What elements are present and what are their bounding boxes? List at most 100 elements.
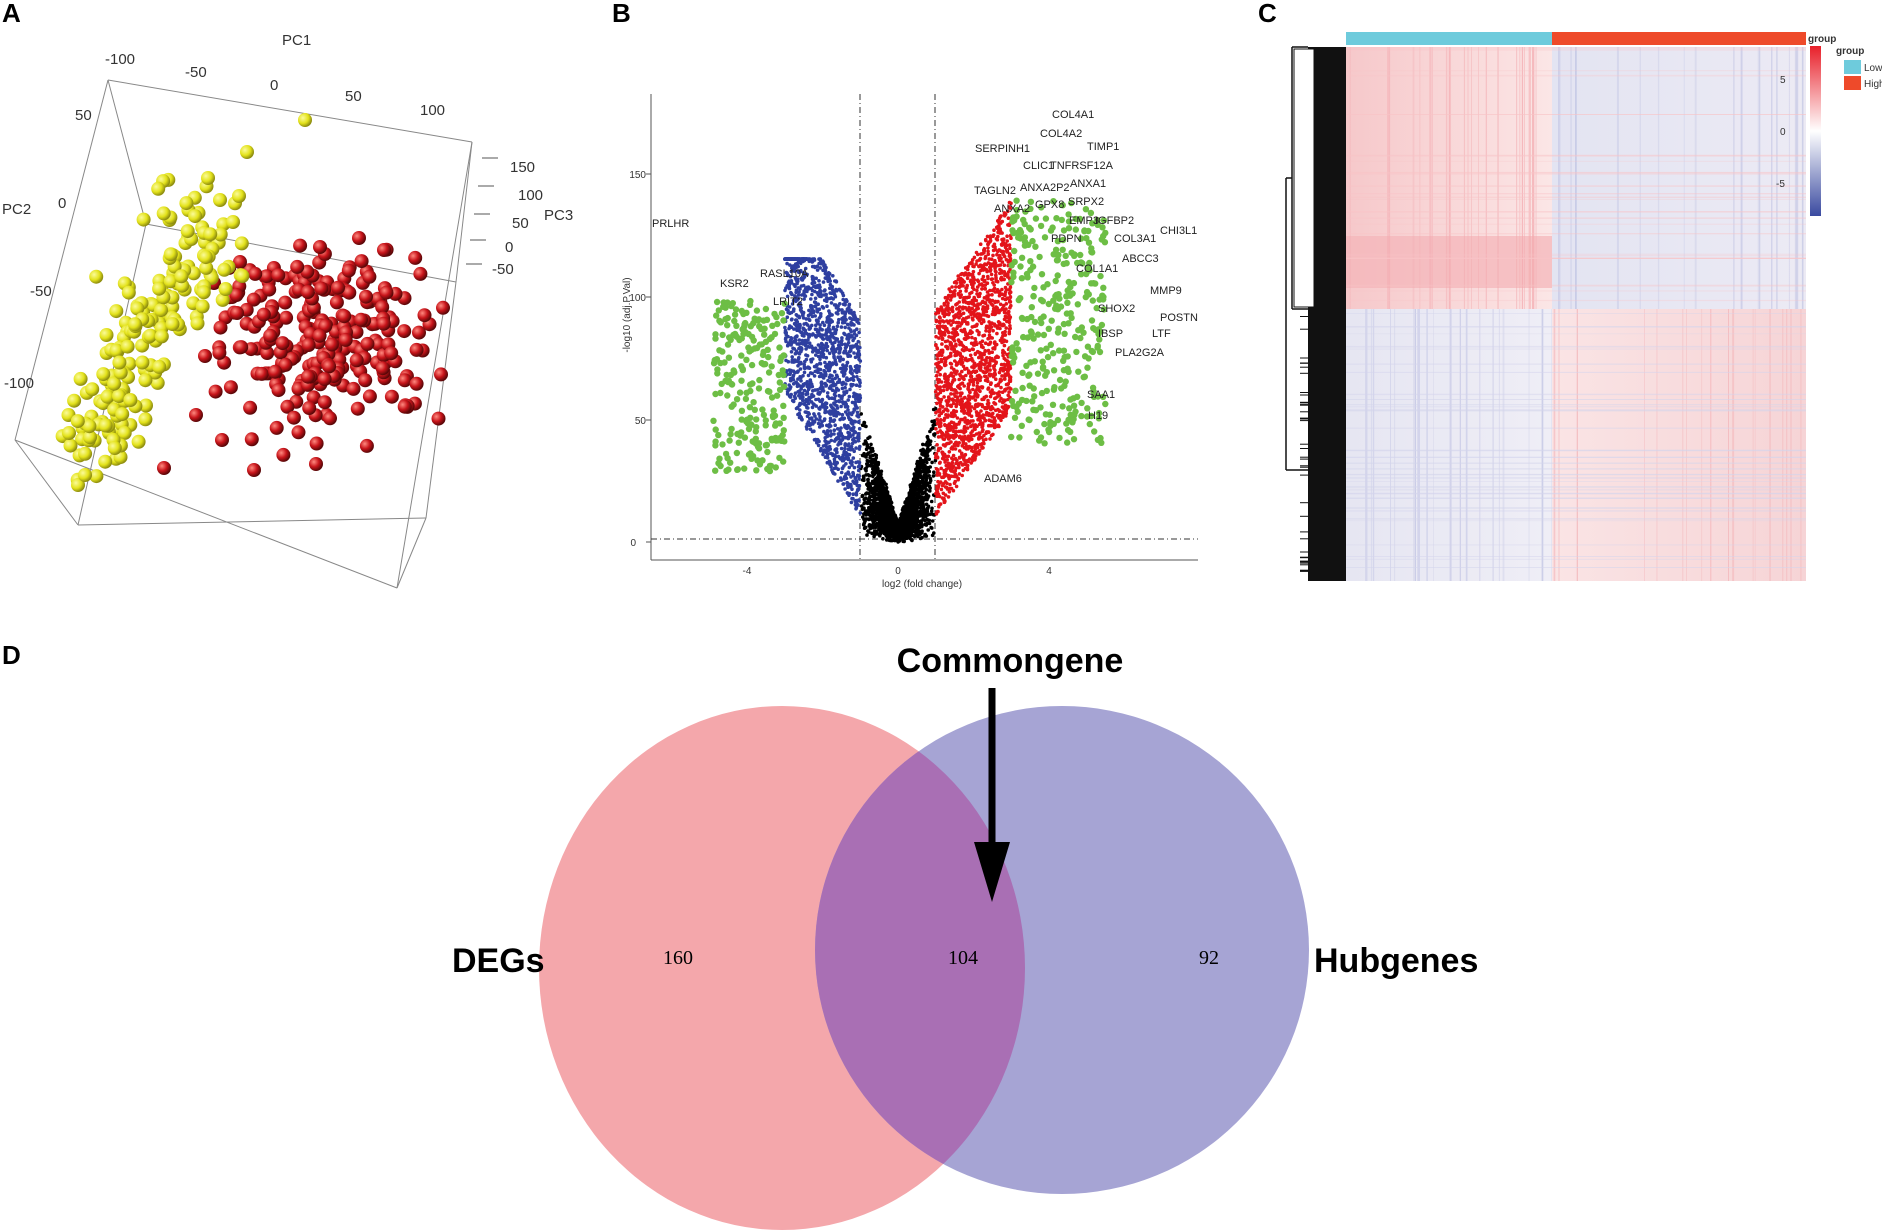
volcano-point <box>886 508 890 513</box>
volcano-point <box>866 477 870 482</box>
volcano-point <box>931 407 936 412</box>
volcano-point <box>801 398 805 403</box>
volcano-point <box>957 377 961 382</box>
volcano-point <box>804 397 808 402</box>
pc1-tick: 100 <box>420 102 445 119</box>
volcano-point <box>828 419 833 424</box>
pca-point-red <box>317 395 332 410</box>
volcano-point <box>871 525 875 530</box>
pca-point-red <box>259 269 274 284</box>
volcano-point <box>859 412 863 416</box>
volcano-point <box>821 280 826 284</box>
volcano-point <box>819 312 823 316</box>
pca-point-red <box>254 366 269 381</box>
volcano-point <box>892 530 896 534</box>
pca-point-red <box>223 380 238 395</box>
volcano-point <box>842 477 847 481</box>
volcano-point <box>867 523 872 527</box>
pca-point-yellow <box>217 262 232 277</box>
volcano-point <box>852 329 857 333</box>
volcano-point <box>810 371 814 376</box>
pca-point-red <box>269 420 284 435</box>
volcano-point <box>834 386 839 391</box>
pca-point-red <box>313 240 327 254</box>
volcano-point <box>858 444 862 449</box>
pca-point-yellow <box>131 434 146 449</box>
volcano-point <box>1002 343 1007 348</box>
volcano-point <box>802 362 806 367</box>
volcano-point <box>794 380 799 385</box>
volcano-point <box>841 315 846 320</box>
pca-point-red <box>362 269 377 284</box>
pca-point-red <box>301 369 315 384</box>
pca-point-red <box>358 373 373 388</box>
volcano-point <box>794 288 799 293</box>
volcano-point <box>822 293 826 297</box>
volcano-point <box>871 498 875 503</box>
volcano-point <box>896 540 900 544</box>
volcano-point <box>851 433 855 437</box>
pca-point-yellow <box>96 367 111 382</box>
volcano-point <box>854 446 858 450</box>
box-edge <box>107 79 473 143</box>
volcano-point <box>807 318 812 323</box>
volcano-point <box>887 538 892 542</box>
volcano-point <box>910 538 914 543</box>
pca-point-red <box>397 324 412 339</box>
volcano-point <box>873 458 878 462</box>
volcano-point <box>931 512 935 517</box>
volcano-point <box>865 482 869 487</box>
volcano-point <box>930 460 934 465</box>
volcano-point <box>928 476 933 481</box>
volcano-point <box>852 407 856 412</box>
volcano-point <box>807 327 812 331</box>
pca-point-red <box>359 289 373 304</box>
volcano-point <box>823 436 827 440</box>
volcano-point <box>798 360 803 365</box>
volcano-point <box>783 337 788 341</box>
pca-point-yellow <box>154 329 169 344</box>
volcano-point <box>852 391 856 396</box>
pca-point-red <box>212 345 227 360</box>
volcano-point <box>843 400 848 405</box>
volcano-point <box>834 447 839 451</box>
volcano-point <box>885 490 890 494</box>
pca-point-red <box>384 346 399 361</box>
volcano-point <box>873 452 877 457</box>
volcano-point <box>871 492 876 496</box>
volcano-point <box>817 392 822 396</box>
volcano-point <box>824 445 829 449</box>
volcano-point <box>860 494 865 499</box>
volcano-point <box>897 522 901 526</box>
volcano-point <box>914 467 918 472</box>
volcano-point <box>789 336 793 340</box>
pca-point-red <box>360 336 375 351</box>
volcano-point <box>804 410 809 415</box>
pca-point-red <box>350 401 365 416</box>
volcano-point <box>846 456 851 461</box>
volcano-point <box>911 503 916 507</box>
volcano-point <box>848 377 852 382</box>
x-tick-label: -4 <box>743 566 752 577</box>
volcano-point <box>914 472 919 477</box>
volcano-point <box>849 322 853 327</box>
volcano-point <box>801 332 806 337</box>
volcano-point <box>836 432 841 436</box>
pca-point-red <box>276 447 291 462</box>
volcano-point <box>844 382 848 386</box>
pca-point-red <box>314 281 329 296</box>
volcano-point <box>813 300 818 305</box>
volcano-point <box>875 464 879 468</box>
volcano-point <box>809 297 813 301</box>
volcano-point <box>876 481 881 485</box>
volcano-point <box>853 440 858 444</box>
volcano-point <box>901 531 905 536</box>
pc2-axis-title: PC2 <box>2 201 31 218</box>
volcano-point <box>814 276 818 281</box>
pca-point-red <box>341 263 356 278</box>
box-edge <box>396 141 473 589</box>
y-tick-label: 0 <box>630 538 636 549</box>
volcano-point <box>846 398 850 402</box>
volcano-point <box>847 394 852 399</box>
pca-point-red <box>301 338 316 352</box>
